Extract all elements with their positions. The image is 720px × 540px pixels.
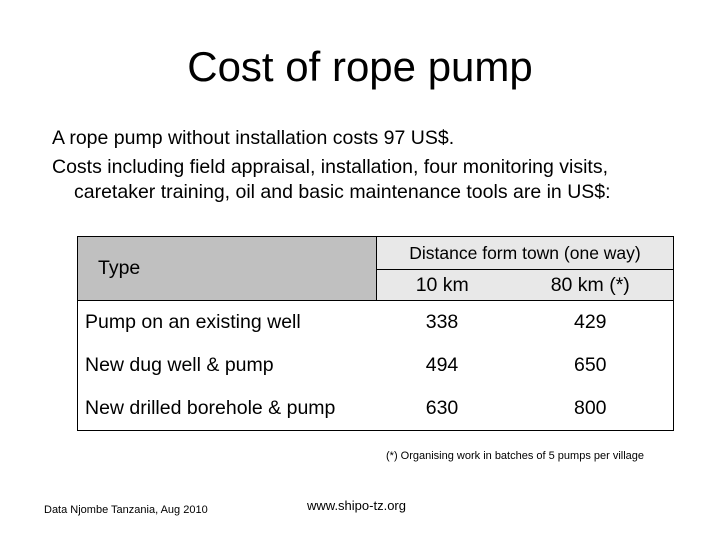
table-row: New drilled borehole & pump 630 800 [77, 387, 675, 431]
type-header: Type [77, 236, 377, 301]
row-80km-value: 800 [507, 387, 675, 431]
row-10km-value: 338 [425, 311, 459, 333]
distance-header: Distance form town (one way) [375, 236, 675, 270]
row-type: New dug well & pump [77, 344, 377, 387]
website-link: www.shipo-tz.org [307, 498, 406, 513]
cost-table: Type Distance form town (one way) 10 km … [77, 236, 675, 431]
row-type: Pump on an existing well [77, 300, 377, 344]
row-10km-value: 630 [376, 387, 508, 431]
intro-line-2: Costs including field appraisal, install… [52, 156, 611, 203]
row-10km-value: 494 [425, 354, 459, 376]
footnote: (*) Organising work in batches of 5 pump… [386, 450, 645, 462]
row-type: New drilled borehole & pump [77, 387, 377, 431]
source-note: Data Njombe Tanzania, Aug 2010 [44, 504, 208, 516]
table-row: Pump on an existing well 338 429 [77, 300, 675, 344]
row-80km-value: 429 [507, 300, 675, 344]
slide-title: Cost of rope pump [187, 43, 533, 90]
col-80km-header: 80 km (*) [507, 269, 675, 301]
col-10km-header: 10 km [376, 269, 508, 301]
table-header-row: Type Distance form town (one way) [77, 236, 675, 301]
table-row: New dug well & pump 494 650 [77, 344, 675, 387]
table-subheader-row: 10 km 80 km (*) [78, 269, 675, 301]
row-80km-value: 650 [507, 344, 675, 387]
intro-text: A rope pump without installation costs 9… [52, 126, 692, 205]
intro-line-1: A rope pump without installation costs 9… [52, 127, 455, 149]
